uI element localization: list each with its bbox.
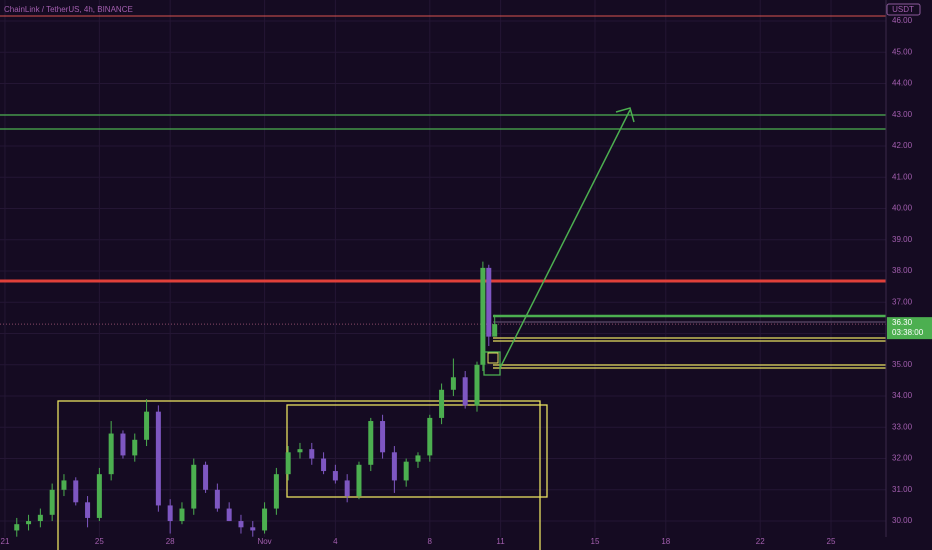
candle-body: [415, 455, 421, 462]
candle-body: [262, 508, 268, 531]
candle-body: [309, 449, 315, 459]
y-tick-label: 33.00: [892, 422, 913, 431]
candle-body: [332, 471, 338, 481]
arrow-head: [615, 107, 635, 123]
candle-body: [391, 452, 397, 481]
y-tick-label: 31.00: [892, 485, 913, 494]
candle-body: [462, 377, 468, 406]
y-tick-label: 44.00: [892, 79, 913, 88]
y-tick-label: 35.00: [892, 360, 913, 369]
y-tick-label: 32.00: [892, 454, 913, 463]
x-tick-label: Nov: [257, 537, 271, 546]
candle-body: [108, 433, 114, 475]
candle-body: [167, 505, 173, 522]
candle-body: [273, 474, 279, 509]
price-label: 36.30: [892, 318, 913, 327]
candle-body: [144, 411, 150, 440]
x-tick-label: 18: [661, 537, 670, 546]
projection-arrow: [499, 109, 631, 369]
candle-body: [285, 452, 291, 475]
y-tick-label: 43.00: [892, 110, 913, 119]
y-tick-label: 39.00: [892, 235, 913, 244]
x-tick-label: 4: [333, 537, 338, 546]
candle-body: [474, 364, 480, 406]
drawings: [0, 15, 886, 550]
y-tick-label: 34.00: [892, 391, 913, 400]
y-tick-label: 41.00: [892, 172, 913, 181]
currency-label: USDT: [892, 5, 914, 14]
x-tick-label: 8: [428, 537, 433, 546]
y-tick-label: 38.00: [892, 266, 913, 275]
y-tick-label: 37.00: [892, 297, 913, 306]
candle-body: [49, 489, 55, 515]
y-tick-label: 30.00: [892, 516, 913, 525]
candle-body: [132, 439, 138, 456]
candle-body: [226, 508, 232, 522]
range-box: [286, 404, 548, 498]
x-tick-label: 28: [166, 537, 175, 546]
chart-title: ChainLink / TetherUS, 4h, BINANCE: [4, 5, 133, 14]
candle-body: [321, 458, 327, 472]
countdown-label: 03:38:00: [892, 328, 924, 337]
candle-body: [96, 474, 102, 518]
candle-body: [179, 508, 185, 522]
x-tick-label: 22: [756, 537, 765, 546]
candle-body: [191, 464, 197, 509]
candle-body: [486, 267, 492, 337]
candle-body: [250, 527, 256, 531]
candle-body: [356, 464, 362, 497]
candle-body: [450, 377, 456, 390]
x-tick-label: 15: [591, 537, 600, 546]
candle-body: [492, 324, 498, 337]
currency-box: [886, 3, 921, 16]
candle-body: [403, 461, 409, 481]
candle-body: [203, 464, 209, 490]
candles: [14, 261, 498, 537]
y-tick-label: 45.00: [892, 47, 913, 56]
candle-body: [344, 480, 350, 497]
candle-body: [73, 480, 79, 503]
candle-body: [238, 521, 244, 528]
candle-body: [26, 521, 32, 525]
y-tick-label: 46.00: [892, 16, 913, 25]
entry-box: [487, 352, 499, 364]
x-tick-label: 11: [496, 537, 505, 546]
candle-body: [480, 267, 486, 365]
price-tag: [887, 317, 932, 340]
candle-body: [61, 480, 67, 490]
candle-body: [37, 514, 43, 522]
range-box: [57, 400, 541, 550]
x-tick-label: 25: [827, 537, 836, 546]
x-tick-label: 25: [95, 537, 104, 546]
x-tick-label: 21: [1, 537, 10, 546]
candle-body: [155, 411, 161, 506]
candle-body: [368, 421, 374, 465]
candle-body: [380, 421, 386, 453]
candle-body: [214, 489, 220, 509]
y-tick-label: 42.00: [892, 141, 913, 150]
y-tick-label: 40.00: [892, 204, 913, 213]
candle-body: [297, 449, 303, 453]
candle-body: [427, 417, 433, 456]
candle-body: [14, 524, 20, 531]
candle-body: [439, 389, 445, 418]
candle-body: [120, 433, 126, 456]
candle-body: [85, 502, 91, 518]
